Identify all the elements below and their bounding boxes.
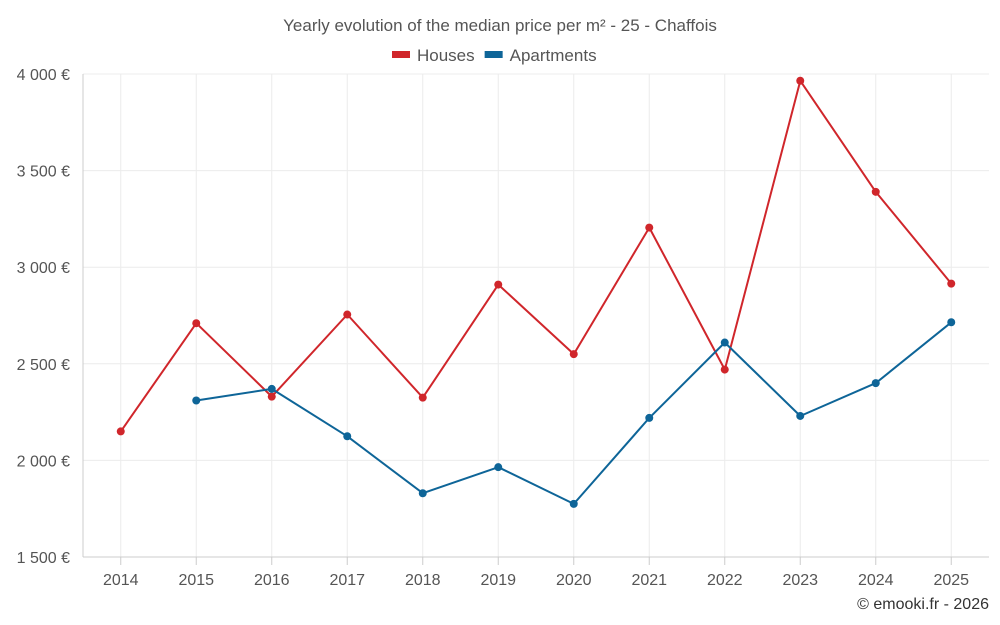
gridlines bbox=[83, 73, 989, 558]
legend: Houses Apartments bbox=[392, 46, 597, 65]
x-tick-label: 2021 bbox=[631, 572, 667, 589]
data-point-houses[interactable] bbox=[116, 427, 125, 436]
data-point-houses[interactable] bbox=[418, 393, 427, 402]
data-point-apartments[interactable] bbox=[192, 396, 201, 405]
data-point-apartments[interactable] bbox=[871, 379, 880, 388]
series-layer bbox=[116, 76, 956, 508]
x-tick-label: 2025 bbox=[933, 572, 969, 589]
series-houses bbox=[116, 76, 956, 436]
x-tick-label: 2015 bbox=[178, 572, 214, 589]
x-tick-label: 2016 bbox=[254, 572, 290, 589]
chart-title: Yearly evolution of the median price per… bbox=[283, 16, 717, 35]
data-point-houses[interactable] bbox=[871, 187, 880, 196]
y-tick-label: 2 500 € bbox=[17, 357, 70, 374]
legend-item-houses[interactable]: Houses bbox=[392, 46, 475, 65]
data-point-apartments[interactable] bbox=[947, 318, 956, 327]
data-point-apartments[interactable] bbox=[267, 384, 276, 393]
legend-swatch bbox=[484, 51, 503, 58]
data-point-houses[interactable] bbox=[645, 223, 654, 232]
y-tick-label: 3 500 € bbox=[17, 164, 70, 181]
data-point-houses[interactable] bbox=[343, 310, 352, 319]
x-tick-label: 2024 bbox=[858, 572, 894, 589]
data-point-apartments[interactable] bbox=[720, 338, 729, 347]
data-point-houses[interactable] bbox=[192, 319, 201, 328]
data-point-apartments[interactable] bbox=[343, 432, 352, 441]
x-tick-label: 2019 bbox=[480, 572, 516, 589]
data-point-houses[interactable] bbox=[267, 392, 276, 401]
x-tick-label: 2022 bbox=[707, 572, 743, 589]
legend-item-apartments[interactable]: Apartments bbox=[484, 46, 597, 65]
data-point-apartments[interactable] bbox=[494, 463, 503, 472]
x-tick-label: 2023 bbox=[782, 572, 818, 589]
data-point-apartments[interactable] bbox=[796, 411, 805, 420]
y-tick-label: 3 000 € bbox=[17, 260, 70, 277]
data-point-apartments[interactable] bbox=[569, 499, 578, 508]
data-point-apartments[interactable] bbox=[418, 489, 427, 498]
x-axis: 2014 2015 2016 2017 2018 2019 2020 2021 2022 2023… bbox=[83, 556, 989, 589]
y-tick-label: 1 500 € bbox=[17, 550, 70, 567]
y-tick-label: 4 000 € bbox=[17, 67, 70, 84]
data-point-houses[interactable] bbox=[947, 279, 956, 288]
data-point-houses[interactable] bbox=[569, 350, 578, 359]
x-tick-label: 2018 bbox=[405, 572, 441, 589]
credit-text: © emooki.fr - 2026 bbox=[857, 596, 989, 613]
x-tick-label: 2020 bbox=[556, 572, 592, 589]
data-point-houses[interactable] bbox=[796, 76, 805, 85]
legend-label: Houses bbox=[417, 46, 475, 65]
series-line-houses bbox=[119, 79, 953, 432]
legend-swatch bbox=[392, 51, 410, 58]
y-tick-label: 2 000 € bbox=[17, 453, 70, 470]
y-axis: 1 500 € 2 000 € 2 500 € 3 000 € 3 500 € 4 000… bbox=[17, 67, 84, 567]
legend-label: Apartments bbox=[510, 46, 597, 65]
series-apartments bbox=[192, 318, 956, 508]
data-point-houses[interactable] bbox=[494, 280, 503, 289]
data-point-apartments[interactable] bbox=[645, 413, 654, 422]
x-tick-label: 2014 bbox=[103, 572, 139, 589]
data-point-houses[interactable] bbox=[720, 365, 729, 374]
x-tick-label: 2017 bbox=[329, 572, 365, 589]
